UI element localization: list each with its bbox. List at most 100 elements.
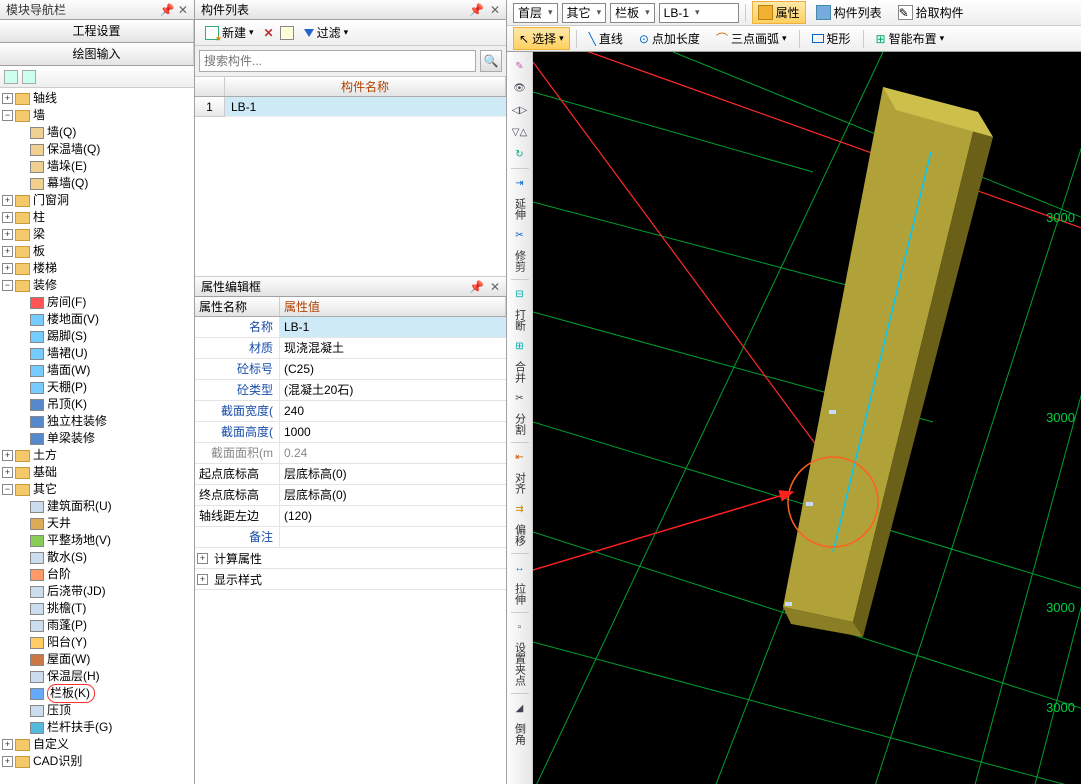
tree-item[interactable]: 独立柱装修 bbox=[47, 413, 107, 430]
toggle-icon[interactable]: − bbox=[2, 484, 13, 495]
tree-item[interactable]: 保温墙(Q) bbox=[47, 141, 100, 158]
tab-project-settings[interactable]: 工程设置 bbox=[0, 20, 194, 42]
tree-item[interactable]: 雨蓬(P) bbox=[47, 617, 87, 634]
toggle-icon[interactable]: + bbox=[2, 450, 13, 461]
copy-icon[interactable] bbox=[280, 26, 294, 40]
vt-extend-icon[interactable]: ⇥ bbox=[510, 173, 530, 193]
tree-item[interactable]: 后浇带(JD) bbox=[47, 583, 106, 600]
vt-mirror-icon[interactable]: ◁▷ bbox=[510, 100, 530, 120]
tree-item their[interactable]: 建筑面积(U) bbox=[47, 498, 112, 515]
tree-item[interactable]: 散水(S) bbox=[47, 549, 87, 566]
vt-merge[interactable]: 合并 bbox=[510, 358, 530, 386]
vt-chamfer-icon[interactable]: ◢ bbox=[510, 698, 530, 718]
tree-item[interactable]: 墙裙(U) bbox=[47, 345, 88, 362]
tree-item[interactable]: 阳台(Y) bbox=[47, 634, 87, 651]
pin-icon[interactable]: 📌 bbox=[469, 277, 484, 296]
vt-break-icon[interactable]: ⊟ bbox=[510, 284, 530, 304]
tree-item[interactable]: 门窗洞 bbox=[33, 192, 69, 209]
prop-group-disp[interactable]: +显示样式 bbox=[195, 569, 506, 590]
vt-align[interactable]: 对齐 bbox=[510, 469, 530, 497]
tree-item[interactable]: 压顶 bbox=[47, 702, 71, 719]
toggle-icon[interactable]: + bbox=[2, 212, 13, 223]
prop-val[interactable] bbox=[280, 527, 506, 547]
prop-val[interactable]: 层底标高(0) bbox=[280, 485, 506, 505]
tree-item[interactable]: 梁 bbox=[33, 226, 45, 243]
prop-val[interactable]: 现浇混凝土 bbox=[280, 338, 506, 358]
tree-item[interactable]: 天棚(P) bbox=[47, 379, 87, 396]
toggle-icon[interactable]: − bbox=[2, 280, 13, 291]
toggle-icon[interactable]: + bbox=[2, 263, 13, 274]
vt-trim[interactable]: 修剪 bbox=[510, 247, 530, 275]
tree-item[interactable]: 墙(Q) bbox=[47, 124, 76, 141]
vt-extend[interactable]: 延伸 bbox=[510, 195, 530, 223]
nav-tree[interactable]: +轴线 −墙 墙(Q) 保温墙(Q) 墙垛(E) 幕墙(Q) +门窗洞 +柱 +… bbox=[0, 88, 194, 784]
smart-tool[interactable]: ⊞智能布置▾ bbox=[870, 27, 951, 50]
search-button[interactable]: 🔍 bbox=[480, 50, 502, 72]
tree-item[interactable]: 楼梯 bbox=[33, 260, 57, 277]
tree-item[interactable]: 柱 bbox=[33, 209, 45, 226]
pin-icon[interactable]: 📌 bbox=[469, 0, 484, 19]
tree-item[interactable]: 板 bbox=[33, 243, 45, 260]
tree-item[interactable]: 楼地面(V) bbox=[47, 311, 99, 328]
tree-item-selected[interactable]: 栏板(K) bbox=[47, 684, 95, 703]
vt-stretch[interactable]: 拉伸 bbox=[510, 580, 530, 608]
tree-item[interactable]: 墙面(W) bbox=[47, 362, 90, 379]
tree-item[interactable]: 屋面(W) bbox=[47, 651, 90, 668]
vt-merge-icon[interactable]: ⊞ bbox=[510, 336, 530, 356]
point-tool[interactable]: ⊙点加长度 bbox=[633, 27, 706, 50]
tree-wall[interactable]: 墙 bbox=[33, 107, 45, 124]
select-tool[interactable]: ↖选择▾ bbox=[513, 27, 570, 50]
tree-item[interactable]: 自定义 bbox=[33, 736, 69, 753]
type-combo[interactable]: 栏板▾ bbox=[610, 3, 655, 23]
rect-tool[interactable]: 矩形 bbox=[806, 27, 857, 50]
collapse-icon[interactable] bbox=[22, 70, 36, 84]
tree-item[interactable]: 天井 bbox=[47, 515, 71, 532]
tree-item[interactable]: 墙垛(E) bbox=[47, 158, 87, 175]
comp-row[interactable]: 1 LB-1 bbox=[195, 97, 506, 117]
tree-item[interactable]: 保温层(H) bbox=[47, 668, 100, 685]
vt-brush-icon[interactable]: ✎ bbox=[510, 56, 530, 76]
expand-icon[interactable] bbox=[4, 70, 18, 84]
tree-item[interactable]: 土方 bbox=[33, 447, 57, 464]
toggle-icon[interactable]: + bbox=[2, 467, 13, 478]
instance-combo[interactable]: LB-1▾ bbox=[659, 3, 739, 23]
tree-item[interactable]: 基础 bbox=[33, 464, 57, 481]
toggle-icon[interactable]: − bbox=[2, 110, 13, 121]
tab-draw-input[interactable]: 绘图输入 bbox=[0, 43, 194, 65]
tree-item[interactable]: CAD识别 bbox=[33, 753, 82, 770]
prop-group-calc[interactable]: +计算属性 bbox=[195, 548, 506, 569]
pick-button[interactable]: ✎拾取构件 bbox=[892, 1, 970, 24]
prop-val[interactable]: (C25) bbox=[280, 359, 506, 379]
vt-grip-icon[interactable]: ▫ bbox=[510, 617, 530, 637]
row-name[interactable]: LB-1 bbox=[225, 97, 506, 117]
toggle-icon[interactable]: + bbox=[2, 93, 13, 104]
tree-item[interactable]: 装修 bbox=[33, 277, 57, 294]
vt-offset[interactable]: 偏移 bbox=[510, 521, 530, 549]
close-icon[interactable]: ✕ bbox=[490, 277, 500, 296]
tree-item[interactable]: 房间(F) bbox=[47, 294, 86, 311]
complist-button[interactable]: 构件列表 bbox=[810, 1, 888, 24]
tree-item[interactable]: 单梁装修 bbox=[47, 430, 95, 447]
vt-chamfer[interactable]: 倒角 bbox=[510, 720, 530, 748]
toggle-icon[interactable]: + bbox=[2, 739, 13, 750]
prop-val[interactable]: LB-1 bbox=[280, 317, 506, 337]
prop-val[interactable]: 层底标高(0) bbox=[280, 464, 506, 484]
vt-break[interactable]: 打断 bbox=[510, 306, 530, 334]
vt-rotate-icon[interactable]: ↻ bbox=[510, 144, 530, 164]
tree-item[interactable]: 台阶 bbox=[47, 566, 71, 583]
floor-combo[interactable]: 首层▾ bbox=[513, 3, 558, 23]
vt-split-icon[interactable]: ✂ bbox=[510, 388, 530, 408]
viewport-3d[interactable]: 3000 3000 3000 3000 bbox=[533, 52, 1081, 784]
search-input[interactable] bbox=[199, 50, 476, 72]
line-tool[interactable]: ╲直线 bbox=[583, 27, 629, 50]
filter-button[interactable]: 过滤▾ bbox=[300, 23, 353, 42]
vt-eye-icon[interactable]: 👁 bbox=[510, 78, 530, 98]
toggle-icon[interactable]: + bbox=[2, 756, 13, 767]
vt-align-icon[interactable]: ⇤ bbox=[510, 447, 530, 467]
delete-icon[interactable]: ✕ bbox=[264, 26, 274, 40]
prop-button[interactable]: 属性 bbox=[752, 1, 806, 24]
tree-axis[interactable]: 轴线 bbox=[33, 90, 57, 107]
nav-pin-close[interactable]: 📌 ✕ bbox=[160, 0, 188, 19]
vt-trim-icon[interactable]: ✂ bbox=[510, 225, 530, 245]
prop-val[interactable]: 240 bbox=[280, 401, 506, 421]
